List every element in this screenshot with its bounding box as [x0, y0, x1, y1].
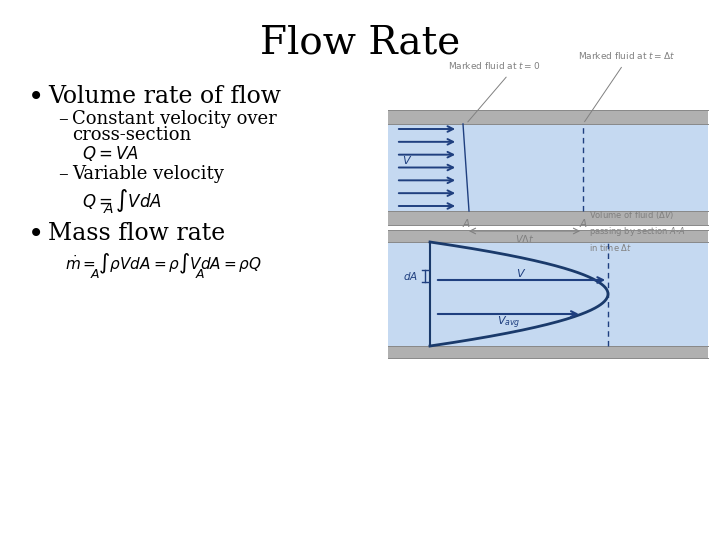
Text: Marked fluid at $t = 0$: Marked fluid at $t = 0$: [448, 60, 540, 71]
Text: $V$: $V$: [402, 153, 413, 165]
Text: •: •: [28, 85, 44, 112]
Bar: [388, 242, 708, 346]
Bar: [388, 211, 708, 225]
Text: •: •: [28, 222, 44, 249]
Text: Constant velocity over: Constant velocity over: [72, 110, 276, 128]
Text: $A$: $A$: [103, 202, 114, 216]
Text: cross-section: cross-section: [72, 126, 192, 144]
Text: $A$: $A$: [195, 268, 205, 281]
Text: $V\Delta t$: $V\Delta t$: [515, 233, 534, 245]
Bar: [388, 230, 708, 242]
Text: $A$: $A$: [90, 268, 100, 281]
Text: –: –: [58, 165, 68, 183]
Text: $Q = \int VdA$: $Q = \int VdA$: [82, 187, 162, 214]
Bar: [388, 110, 708, 124]
Text: Volume of fluid ($\Delta V$)
passing by section $A$-$A$
in time $\Delta t$: Volume of fluid ($\Delta V$) passing by …: [589, 210, 685, 253]
Text: $\dot{m} = \int \rho V dA = \rho \int V dA = \rho Q$: $\dot{m} = \int \rho V dA = \rho \int V …: [65, 252, 262, 276]
Text: Mass flow rate: Mass flow rate: [48, 222, 225, 245]
Text: $V$: $V$: [516, 267, 526, 279]
Text: Marked fluid at $t = \Delta t$: Marked fluid at $t = \Delta t$: [578, 50, 675, 61]
Bar: [388, 346, 708, 358]
Text: $A$: $A$: [462, 217, 470, 229]
Text: Variable velocity: Variable velocity: [72, 165, 224, 183]
Text: $dA$: $dA$: [403, 270, 418, 282]
Bar: [388, 124, 708, 211]
Text: $A$: $A$: [579, 217, 588, 229]
Text: –: –: [58, 110, 68, 128]
Text: Flow Rate: Flow Rate: [260, 25, 460, 62]
Text: $Q = VA$: $Q = VA$: [82, 144, 139, 163]
Text: $V_{avg}$: $V_{avg}$: [497, 315, 520, 332]
Text: Volume rate of flow: Volume rate of flow: [48, 85, 281, 108]
